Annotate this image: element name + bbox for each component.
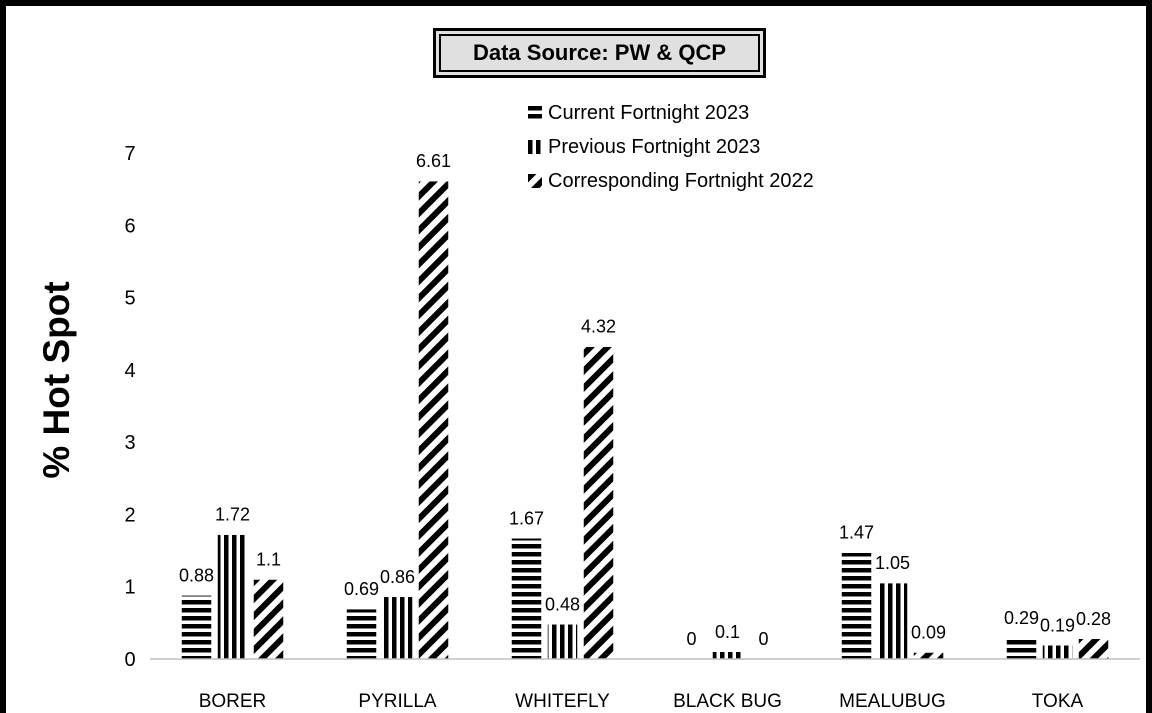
y-tick-label: 4 <box>124 360 135 382</box>
bars-group <box>181 180 1109 660</box>
x-tick-label: PYRILLA <box>358 691 436 712</box>
bar-value-label: 0.09 <box>911 622 946 642</box>
legend-label: Corresponding Fortnight 2022 <box>548 169 814 192</box>
legend-label: Previous Fortnight 2023 <box>548 135 761 158</box>
legend-swatch-horizontal <box>528 106 542 120</box>
bar-value-label: 0.48 <box>545 594 580 614</box>
bar-horizontal <box>511 538 542 660</box>
bar-value-label: 1.72 <box>215 505 250 525</box>
y-axis-ticks: 0 1 2 3 4 5 6 7 <box>124 143 135 671</box>
legend-item-current: Current Fortnight 2023 <box>528 96 814 130</box>
bar-value-label: 0.29 <box>1004 608 1039 628</box>
x-tick-label: BLACK BUG <box>673 691 782 712</box>
y-tick-label: 7 <box>124 143 135 165</box>
y-axis-title: % Hot Spot <box>36 281 77 479</box>
data-source-label: Data Source: PW & QCP <box>433 28 766 78</box>
bar-value-label: 0.88 <box>179 565 214 585</box>
bar-diagonal <box>583 346 614 660</box>
bar-diagonal <box>253 579 284 660</box>
bar-horizontal <box>346 608 377 660</box>
bar-value-label: 6.61 <box>416 151 451 171</box>
legend-swatch-diagonal <box>528 174 542 188</box>
bar-vertical <box>1042 645 1073 660</box>
bar-value-label: 0.1 <box>715 622 740 642</box>
bar-diagonal <box>1078 638 1109 660</box>
bar-value-label: 0.69 <box>344 579 379 599</box>
bar-horizontal <box>181 595 212 660</box>
y-tick-label: 6 <box>124 215 135 237</box>
y-tick-label: 3 <box>124 432 135 454</box>
bar-vertical <box>382 596 413 660</box>
bar-value-label: 1.05 <box>875 553 910 573</box>
bar-value-label: 0 <box>758 629 768 649</box>
bar-value-label: 0.86 <box>380 567 415 587</box>
legend-item-previous: Previous Fortnight 2023 <box>528 130 814 164</box>
bar-vertical <box>877 582 908 660</box>
bar-vertical <box>217 534 248 660</box>
y-tick-label: 2 <box>124 504 135 526</box>
bar-value-label: 4.32 <box>581 317 616 337</box>
bar-horizontal <box>841 552 872 660</box>
bar-diagonal <box>418 180 449 660</box>
bar-vertical <box>712 651 743 660</box>
bar-value-label: 1.47 <box>839 523 874 543</box>
legend: Current Fortnight 2023 Previous Fortnigh… <box>528 96 814 198</box>
legend-label: Current Fortnight 2023 <box>548 101 750 124</box>
legend-swatch-vertical <box>528 140 542 154</box>
x-axis-ticks: BORER PYRILLA WHITEFLY BLACK BUG MEALUBUG TOK… <box>199 691 1084 712</box>
bar-diagonal <box>913 652 944 660</box>
bar-value-label: 1.67 <box>509 508 544 528</box>
y-tick-label: 1 <box>124 577 135 599</box>
x-tick-label: MEALUBUG <box>839 691 946 712</box>
bar-value-label: 1.1 <box>256 549 281 569</box>
y-tick-label: 5 <box>124 288 135 310</box>
x-tick-label: TOKA <box>1032 691 1084 712</box>
bar-value-label: 0 <box>686 629 696 649</box>
y-tick-label: 0 <box>124 649 135 671</box>
bar-vertical <box>547 624 578 660</box>
x-tick-label: BORER <box>199 691 267 712</box>
bar-labels-group: 0.88 1.72 1.1 0.690.86 6.61 1.67 0.48 4.32 0 0.1 0… <box>179 151 1111 649</box>
bar-value-label: 0.28 <box>1076 609 1111 629</box>
bar-horizontal <box>1006 637 1037 660</box>
x-tick-label: WHITEFLY <box>515 691 610 712</box>
bar-value-label: 0.19 <box>1040 615 1075 635</box>
legend-item-corresponding: Corresponding Fortnight 2022 <box>528 164 814 198</box>
